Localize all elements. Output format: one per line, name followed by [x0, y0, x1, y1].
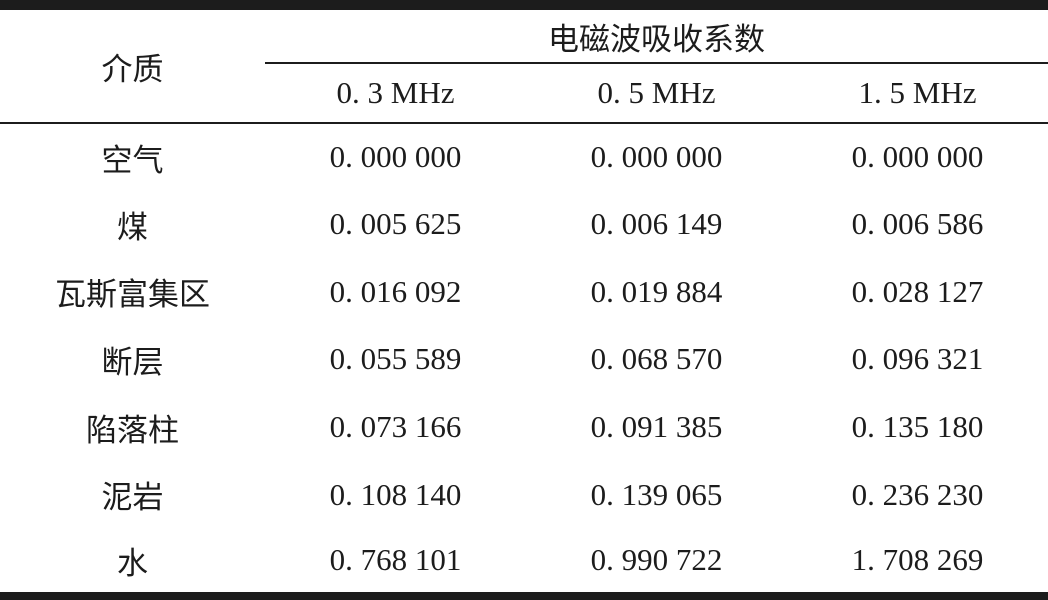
value-cell: 0. 006 586	[851, 206, 984, 242]
value-cell: 0. 139 065	[590, 476, 723, 512]
value-cell: 0. 768 101	[329, 542, 462, 578]
freq-header-0.3mhz: 0. 3 MHz	[265, 63, 526, 124]
value-cell: 0. 073 166	[329, 409, 462, 445]
table-row: 水 0. 768 101 0. 990 722 1. 708 269	[0, 528, 1048, 596]
value-cell: 0. 000 000	[851, 139, 984, 175]
value-cell: 0. 055 589	[329, 341, 462, 377]
value-cell: 0. 236 230	[851, 476, 984, 512]
table-row: 空气 0. 000 000 0. 000 000 0. 000 000	[0, 123, 1048, 191]
table-row: 瓦斯富集区 0. 016 092 0. 019 884 0. 028 127	[0, 258, 1048, 326]
medium-cell: 瓦斯富集区	[55, 277, 210, 313]
value-cell: 0. 068 570	[590, 341, 723, 377]
value-cell: 1. 708 269	[851, 542, 984, 578]
header-row-frequencies: 0. 3 MHz 0. 5 MHz 1. 5 MHz	[0, 63, 1048, 124]
group-column-header: 电磁波吸收系数	[265, 5, 1048, 64]
value-cell: 0. 091 385	[590, 409, 723, 445]
value-cell: 0. 000 000	[329, 139, 462, 175]
value-cell: 0. 028 127	[851, 273, 984, 309]
medium-column-header: 介质	[0, 5, 265, 124]
freq-header-1.5mhz: 1. 5 MHz	[787, 63, 1048, 124]
value-cell: 0. 990 722	[590, 542, 723, 578]
freq-header-0.5mhz: 0. 5 MHz	[526, 63, 787, 124]
value-cell: 0. 006 149	[590, 206, 723, 242]
value-cell: 0. 019 884	[590, 273, 723, 309]
table-row: 泥岩 0. 108 140 0. 139 065 0. 236 230	[0, 461, 1048, 529]
value-cell: 0. 096 321	[851, 341, 984, 377]
value-cell: 0. 016 092	[329, 273, 462, 309]
medium-cell: 陷落柱	[86, 412, 179, 448]
table-row: 煤 0. 005 625 0. 006 149 0. 006 586	[0, 191, 1048, 259]
medium-cell: 水	[117, 545, 148, 581]
value-cell: 0. 135 180	[851, 409, 984, 445]
table-row: 断层 0. 055 589 0. 068 570 0. 096 321	[0, 326, 1048, 394]
medium-cell: 断层	[101, 344, 164, 380]
value-cell: 0. 005 625	[329, 206, 462, 242]
medium-cell: 泥岩	[101, 480, 164, 516]
value-cell: 0. 108 140	[329, 476, 462, 512]
value-cell: 0. 000 000	[590, 139, 723, 175]
medium-cell: 煤	[117, 209, 148, 245]
medium-cell: 空气	[101, 142, 164, 178]
table-body: 空气 0. 000 000 0. 000 000 0. 000 000 煤 0.…	[0, 123, 1048, 596]
table-header: 介质 电磁波吸收系数 0. 3 MHz 0. 5 MHz 1. 5 MHz	[0, 5, 1048, 124]
table-row: 陷落柱 0. 073 166 0. 091 385 0. 135 180	[0, 393, 1048, 461]
header-row-group: 介质 电磁波吸收系数	[0, 5, 1048, 124]
